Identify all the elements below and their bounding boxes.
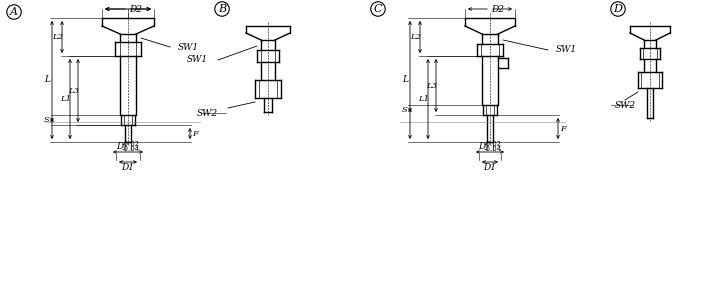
- Text: F: F: [560, 125, 566, 133]
- Text: L3: L3: [68, 87, 79, 95]
- Text: -0.02: -0.02: [484, 141, 502, 147]
- Text: F: F: [192, 130, 198, 138]
- Text: L: L: [44, 75, 50, 84]
- Text: D2: D2: [491, 5, 505, 14]
- Text: SW1: SW1: [187, 55, 208, 64]
- Text: D: D: [478, 142, 485, 151]
- Text: D2: D2: [129, 5, 142, 14]
- Text: B: B: [218, 4, 226, 14]
- Text: C: C: [374, 4, 382, 14]
- Text: -0.02: -0.02: [122, 141, 140, 147]
- Text: -0.04: -0.04: [122, 146, 140, 152]
- Text: L2: L2: [411, 33, 422, 41]
- Text: L1: L1: [419, 95, 430, 103]
- Text: D1: D1: [121, 162, 134, 171]
- Text: SW1: SW1: [178, 43, 199, 52]
- Text: S: S: [402, 106, 408, 114]
- Text: SW2: SW2: [197, 108, 218, 117]
- Text: SW1: SW1: [556, 46, 577, 55]
- Text: L1: L1: [60, 95, 71, 103]
- Text: D: D: [116, 142, 124, 151]
- Text: L2: L2: [52, 33, 63, 41]
- Text: S: S: [44, 116, 50, 124]
- Text: D1: D1: [483, 162, 497, 171]
- Text: A: A: [10, 7, 18, 17]
- Text: D: D: [614, 4, 622, 14]
- Text: L: L: [402, 75, 408, 84]
- Text: -0.04: -0.04: [484, 146, 502, 152]
- Text: L3: L3: [427, 82, 438, 90]
- Text: SW2: SW2: [615, 101, 636, 110]
